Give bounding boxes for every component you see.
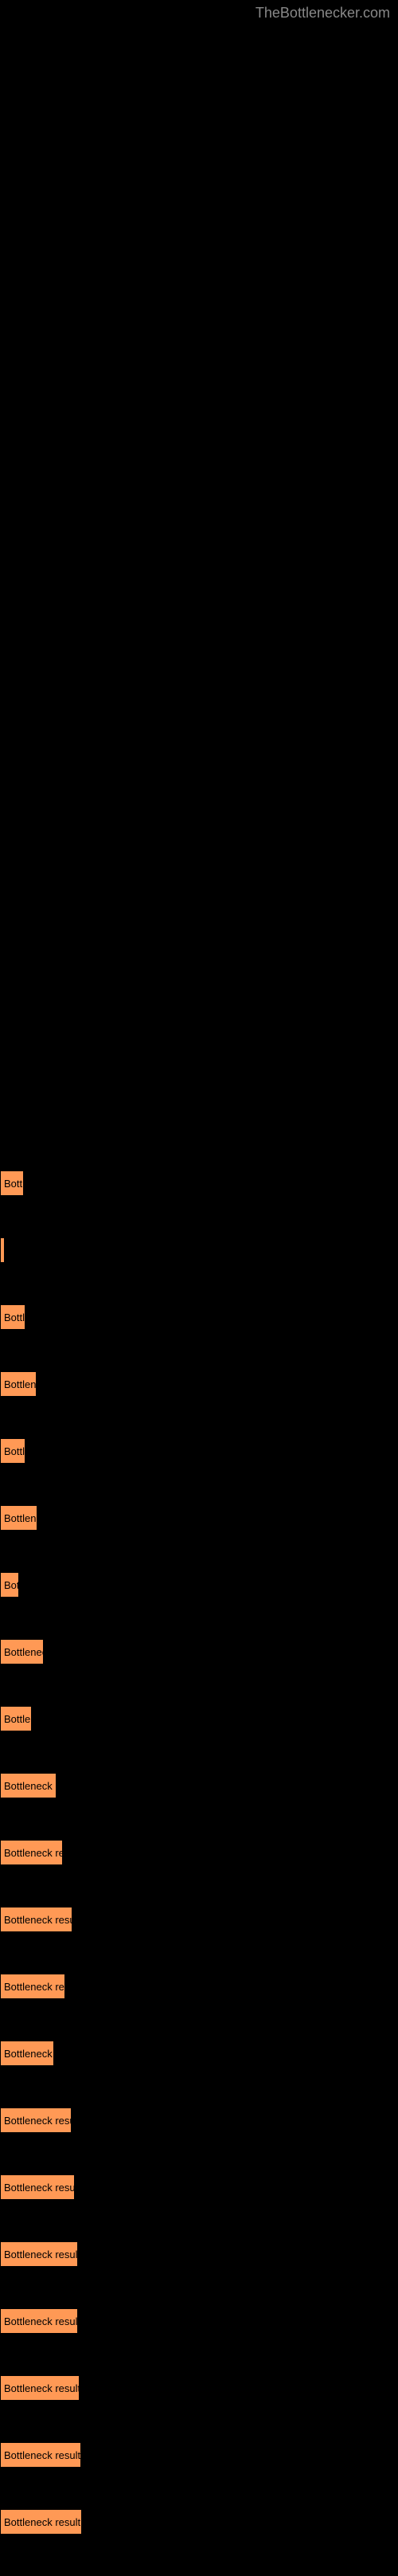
bar-row: Bottl <box>0 1170 398 1196</box>
bottleneck-bar: Bottleneck result <box>0 2375 80 2401</box>
bar-row: Bottlen <box>0 1706 398 1731</box>
bottleneck-bar: Bottlenec <box>0 1371 37 1397</box>
bar-row: Bottleneck result <box>0 2241 398 2267</box>
bottleneck-bar: Bottl <box>0 1170 24 1196</box>
bottleneck-bar: Bottleneck result <box>0 2107 72 2133</box>
bottleneck-bar: Bottle <box>0 1438 25 1464</box>
bar-row: Bottleneck resul <box>0 1974 398 1999</box>
bottleneck-bar: Bottlenec <box>0 1505 37 1531</box>
bottleneck-bar: Bottleneck res <box>0 1773 57 1798</box>
bar-row: Bottleneck result <box>0 2174 398 2200</box>
bar-row: Bottleneck result <box>0 2308 398 2334</box>
site-header: TheBottlenecker.com <box>0 0 398 23</box>
bottleneck-bar: Bottleneck result <box>0 1907 72 1932</box>
bottleneck-bar: B <box>0 1237 5 1263</box>
bar-row: B <box>0 1237 398 1263</box>
bar-row: Bottleneck result <box>0 1907 398 1932</box>
bar-row: Bottleneck resu <box>0 1840 398 1865</box>
bottleneck-bar: Bot <box>0 1572 19 1598</box>
bottleneck-bar: Bottleneck result <box>0 2308 78 2334</box>
bar-row: Bottleneck re <box>0 2041 398 2066</box>
bottleneck-bar: Bottleneck re <box>0 2041 54 2066</box>
bar-row: Bottleneck result <box>0 2442 398 2468</box>
bottleneck-bar: Bottleneck resul <box>0 1974 65 1999</box>
bar-row: Bottleneck result <box>0 2375 398 2401</box>
bars-container: Bottl B Bottle Bottlenec Bottle Bottlenec Bot B… <box>0 1170 398 2535</box>
bottleneck-bar: Bottleneck result <box>0 2241 78 2267</box>
site-name: TheBottlenecker.com <box>256 5 390 21</box>
bar-row: Bottlenec <box>0 1371 398 1397</box>
bar-row: Bottlenec <box>0 1505 398 1531</box>
bar-row: Bottleneck res <box>0 1773 398 1798</box>
bar-row: Bottleneck <box>0 1639 398 1664</box>
bar-row: Bottle <box>0 1438 398 1464</box>
bar-row: Bottleneck result <box>0 2509 398 2535</box>
top-spacer <box>0 23 398 1170</box>
bottleneck-bar: Bottleneck resu <box>0 1840 63 1865</box>
bottleneck-bar: Bottlen <box>0 1706 32 1731</box>
bottleneck-bar: Bottleneck result <box>0 2174 75 2200</box>
bottleneck-bar: Bottleneck result <box>0 2442 81 2468</box>
bar-row: Bottle <box>0 1304 398 1330</box>
bottleneck-bar: Bottleneck <box>0 1639 44 1664</box>
bottleneck-bar: Bottle <box>0 1304 25 1330</box>
bar-row: Bottleneck result <box>0 2107 398 2133</box>
bar-row: Bot <box>0 1572 398 1598</box>
bottleneck-bar: Bottleneck result <box>0 2509 82 2535</box>
